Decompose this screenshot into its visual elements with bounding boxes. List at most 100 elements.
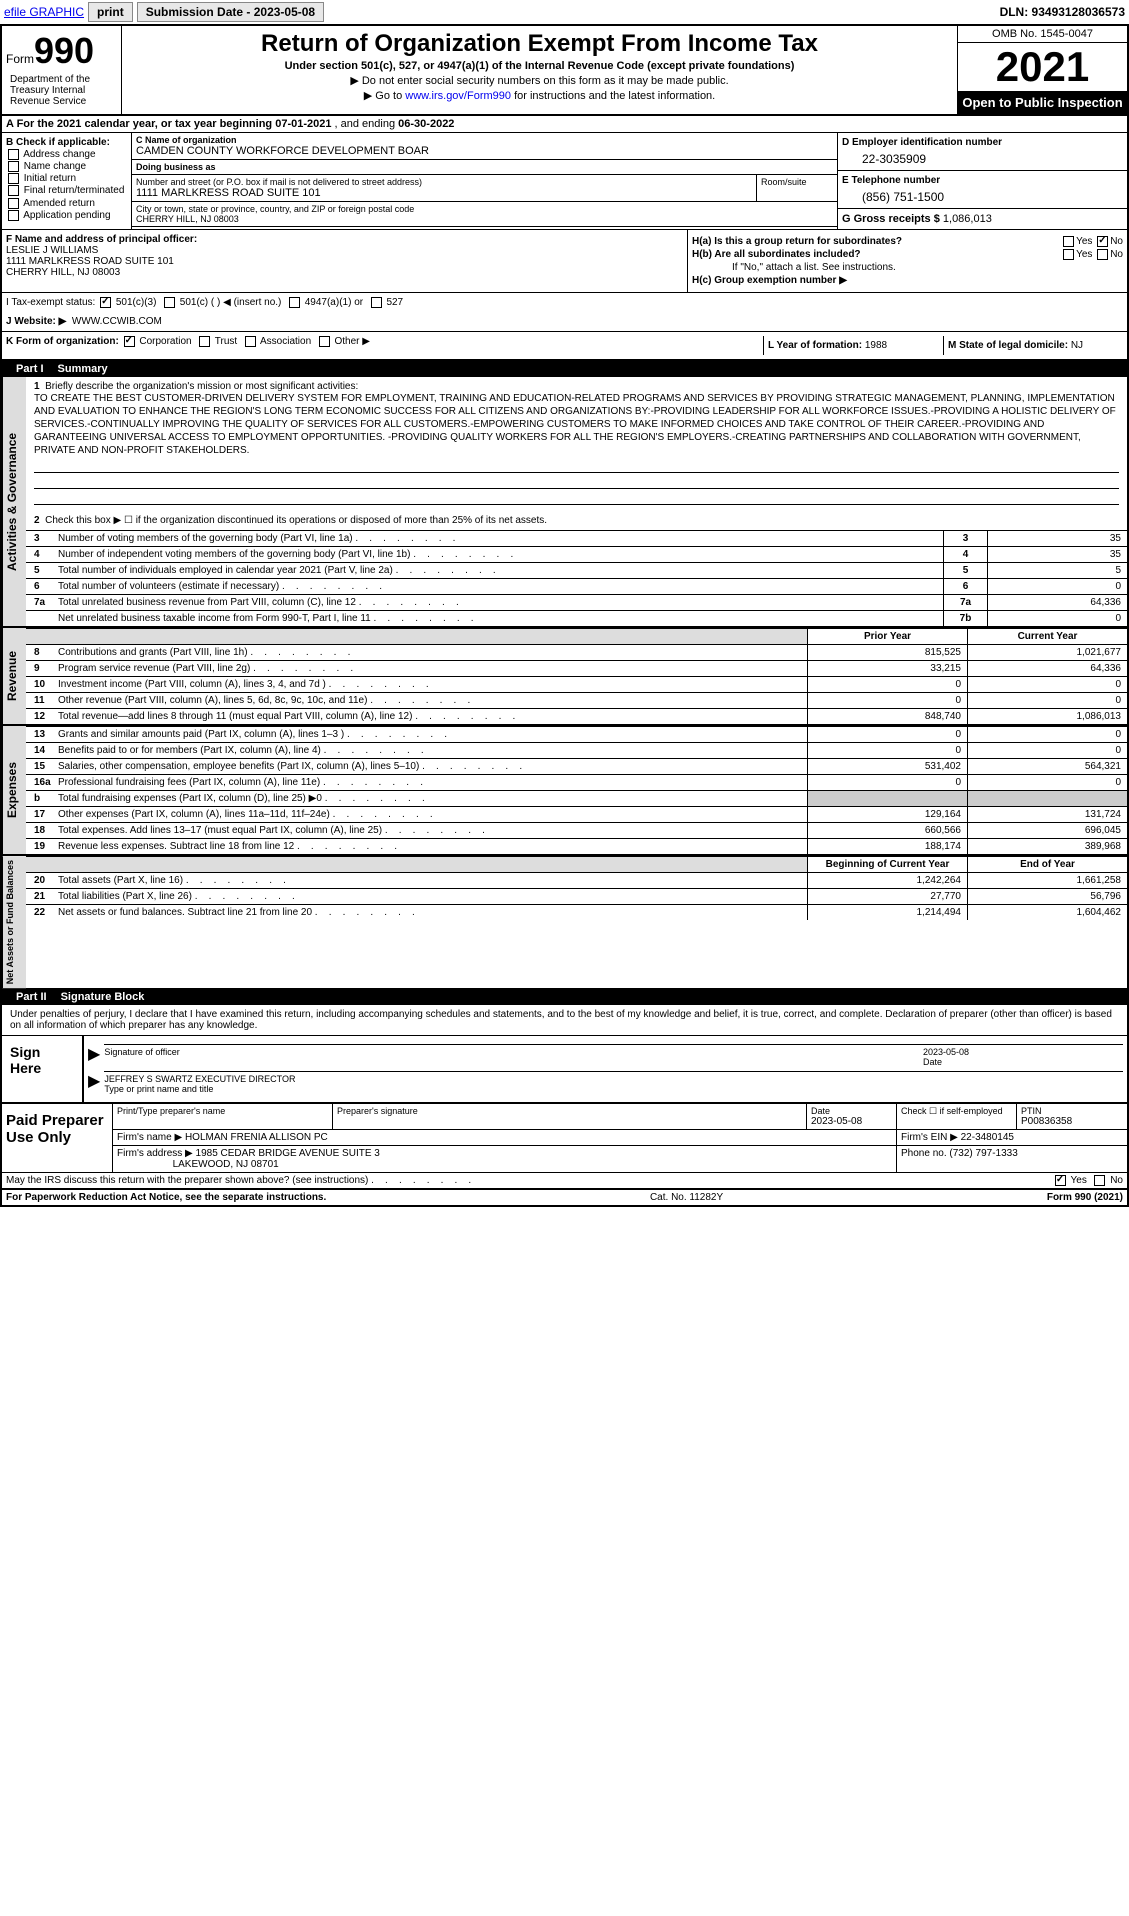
org-gross: 1,086,013 xyxy=(943,213,992,225)
col-begin: Beginning of Current Year xyxy=(807,857,967,872)
summary-line: 7aTotal unrelated business revenue from … xyxy=(26,594,1127,610)
firm-name-lbl: Firm's name ▶ xyxy=(117,1132,182,1143)
part1-title: Summary xyxy=(58,363,108,375)
form-title: Return of Organization Exempt From Incom… xyxy=(126,30,953,58)
form-note2: ▶ Go to www.irs.gov/Form990 for instruct… xyxy=(126,89,953,102)
discuss-yes: Yes xyxy=(1071,1175,1087,1186)
d-phone-lbl: E Telephone number xyxy=(842,175,1123,186)
sig-arrow-icon: ▶ xyxy=(88,1044,100,1067)
section-f: F Name and address of principal officer:… xyxy=(2,230,687,292)
opt-name: Name change xyxy=(24,161,86,172)
opt-app: Application pending xyxy=(23,210,110,221)
note2-pre: ▶ Go to xyxy=(364,90,405,102)
row-a: A For the 2021 calendar year, or tax yea… xyxy=(2,116,1127,133)
prep-date: 2023-05-08 xyxy=(811,1116,862,1127)
hb-lbl: H(b) Are all subordinates included? xyxy=(692,249,861,260)
side-netassets: Net Assets or Fund Balances xyxy=(2,856,26,988)
section-k: K Form of organization: Corporation Trus… xyxy=(6,336,763,355)
j-lbl: J Website: ▶ xyxy=(6,316,66,327)
c-city-lbl: City or town, state or province, country… xyxy=(136,204,833,214)
section-i: I Tax-exempt status: 501(c)(3) 501(c) ( … xyxy=(2,293,562,312)
discuss-no: No xyxy=(1110,1175,1123,1186)
hdr-spacer xyxy=(26,629,807,644)
row-a-mid: , and ending xyxy=(331,118,398,130)
sig-arrow-icon2: ▶ xyxy=(88,1071,100,1094)
summary-line: bTotal fundraising expenses (Part IX, co… xyxy=(26,790,1127,806)
firm-phone: (732) 797-1333 xyxy=(949,1148,1017,1159)
opt-initial: Initial return xyxy=(24,173,76,184)
year-cell: OMB No. 1545-0047 2021 Open to Public In… xyxy=(957,26,1127,114)
preparer-table: Print/Type preparer's name Preparer's si… xyxy=(112,1104,1127,1172)
ha-lbl: H(a) Is this a group return for subordin… xyxy=(692,236,902,247)
hb-note: If "No," attach a list. See instructions… xyxy=(692,262,1123,273)
ha-no: No xyxy=(1110,236,1123,247)
i-527: 527 xyxy=(386,297,403,308)
officer-addr1: 1111 MARLKRESS ROAD SUITE 101 xyxy=(6,256,174,267)
i-lbl: I Tax-exempt status: xyxy=(6,297,95,308)
sig-intro: Under penalties of perjury, I declare th… xyxy=(2,1005,1127,1035)
paid-preparer-label: Paid Preparer Use Only xyxy=(2,1104,112,1172)
row-a-pre: A For the 2021 calendar year, or tax yea… xyxy=(6,118,275,130)
org-website: WWW.CCWIB.COM xyxy=(72,316,162,327)
efile-link[interactable]: efile GRAPHIC xyxy=(4,5,84,19)
summary-line: 22Net assets or fund balances. Subtract … xyxy=(26,904,1127,920)
hdr-spacer2 xyxy=(26,857,807,872)
part2-title: Signature Block xyxy=(61,991,145,1003)
summary-line: 5Total number of individuals employed in… xyxy=(26,562,1127,578)
side-expenses: Expenses xyxy=(2,726,26,854)
section-h: H(a) Is this a group return for subordin… xyxy=(687,230,1127,292)
summary-line: 20Total assets (Part X, line 16)1,242,26… xyxy=(26,872,1127,888)
form-label: Form xyxy=(6,52,34,66)
i-501c3: 501(c)(3) xyxy=(116,297,157,308)
form-990: Form990 Department of the Treasury Inter… xyxy=(0,24,1129,1207)
summary-line: 4Number of independent voting members of… xyxy=(26,546,1127,562)
ty-end: 06-30-2022 xyxy=(398,118,454,130)
dln: DLN: 93493128036573 xyxy=(1000,5,1125,19)
i-501c: 501(c) ( ) ◀ (insert no.) xyxy=(180,297,282,308)
col-curr: Current Year xyxy=(967,629,1127,644)
mission-text: TO CREATE THE BEST CUSTOMER-DRIVEN DELIV… xyxy=(34,393,1116,456)
footer-left: For Paperwork Reduction Act Notice, see … xyxy=(6,1192,326,1203)
org-phone: (856) 751-1500 xyxy=(842,190,1123,204)
irs-link[interactable]: www.irs.gov/Form990 xyxy=(405,90,511,102)
part1-header: Part I Summary xyxy=(2,361,1127,377)
hc-lbl: H(c) Group exemption number ▶ xyxy=(692,275,847,286)
chk-final: Final return/terminated xyxy=(6,185,127,196)
note2-post: for instructions and the latest informat… xyxy=(511,90,715,102)
org-name: CAMDEN COUNTY WORKFORCE DEVELOPMENT BOAR xyxy=(136,145,833,157)
side-revenue: Revenue xyxy=(2,628,26,724)
k-lbl: K Form of organization: xyxy=(6,336,119,347)
top-bar: efile GRAPHIC print Submission Date - 20… xyxy=(0,0,1129,24)
print-button[interactable]: print xyxy=(88,2,133,22)
summary-line: Net unrelated business taxable income fr… xyxy=(26,610,1127,626)
officer-name: LESLIE J WILLIAMS xyxy=(6,245,98,256)
org-street: 1111 MARLKRESS ROAD SUITE 101 xyxy=(136,187,752,199)
firm-phone-lbl: Phone no. xyxy=(901,1148,947,1159)
org-city: CHERRY HILL, NJ 08003 xyxy=(136,214,833,224)
form-number: 990 xyxy=(34,30,94,71)
footer-right: Form 990 (2021) xyxy=(1047,1192,1123,1203)
d-ein-lbl: D Employer identification number xyxy=(842,137,1123,148)
year-formed: 1988 xyxy=(865,340,887,351)
part1-num: Part I xyxy=(10,363,50,375)
sig-name-lbl: Type or print name and title xyxy=(104,1084,213,1094)
col-end: End of Year xyxy=(967,857,1127,872)
sig-date-lbl: Date xyxy=(923,1057,942,1067)
l-lbl: L Year of formation: xyxy=(768,340,865,351)
tax-year: 2021 xyxy=(958,43,1127,91)
section-m: M State of legal domicile: NJ xyxy=(944,336,1123,355)
opt-amended: Amended return xyxy=(23,198,95,209)
dept-label: Department of the Treasury Internal Reve… xyxy=(6,72,117,109)
chk-address: Address change xyxy=(6,149,127,160)
hb-yes: Yes xyxy=(1076,249,1092,260)
col-prior: Prior Year xyxy=(807,629,967,644)
summary-line: 9Program service revenue (Part VIII, lin… xyxy=(26,660,1127,676)
open-inspection: Open to Public Inspection xyxy=(958,91,1127,114)
side-activities: Activities & Governance xyxy=(2,377,26,626)
i-4947: 4947(a)(1) or xyxy=(305,297,363,308)
chk-name: Name change xyxy=(6,161,127,172)
summary-line: 11Other revenue (Part VIII, column (A), … xyxy=(26,692,1127,708)
firm-addr-lbl: Firm's address ▶ xyxy=(117,1148,193,1159)
form-id-cell: Form990 Department of the Treasury Inter… xyxy=(2,26,122,114)
k-other: Other ▶ xyxy=(334,336,369,347)
